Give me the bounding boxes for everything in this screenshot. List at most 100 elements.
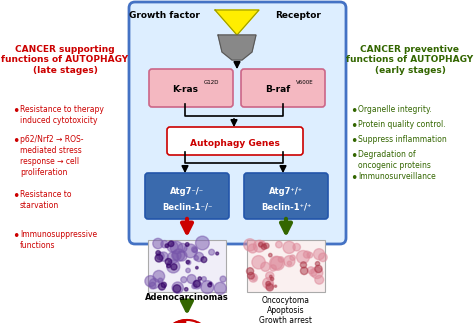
Circle shape (167, 264, 171, 268)
Circle shape (301, 262, 307, 268)
Circle shape (156, 252, 164, 260)
Circle shape (193, 280, 201, 289)
Circle shape (270, 275, 272, 278)
Circle shape (201, 281, 214, 294)
FancyBboxPatch shape (148, 240, 226, 292)
Text: CANCER preventive
functions of AUTOPHAGY
(early stages): CANCER preventive functions of AUTOPHAGY… (346, 45, 474, 75)
Circle shape (177, 251, 187, 261)
Text: Receptor: Receptor (275, 11, 321, 19)
Circle shape (159, 252, 168, 261)
Circle shape (293, 244, 301, 251)
Circle shape (158, 278, 163, 283)
Circle shape (269, 253, 272, 257)
Text: •: • (350, 150, 357, 163)
FancyBboxPatch shape (145, 173, 229, 219)
Text: •: • (350, 135, 357, 148)
Circle shape (201, 277, 206, 281)
Circle shape (244, 239, 256, 251)
FancyBboxPatch shape (167, 127, 303, 155)
Circle shape (178, 244, 187, 252)
Circle shape (161, 241, 168, 248)
Circle shape (214, 282, 226, 294)
Text: CANCER supporting
functions of AUTOPHAGY
(late stages): CANCER supporting functions of AUTOPHAGY… (1, 45, 128, 75)
Circle shape (191, 247, 197, 252)
Circle shape (270, 265, 276, 271)
Circle shape (198, 277, 201, 280)
Circle shape (270, 256, 283, 269)
Text: p62/Nrf2 → ROS-
mediated stress
response → cell
proliferation: p62/Nrf2 → ROS- mediated stress response… (20, 135, 83, 177)
Circle shape (216, 252, 219, 255)
Circle shape (186, 260, 190, 264)
Circle shape (259, 243, 263, 247)
Circle shape (208, 283, 212, 287)
Text: Beclin-1⁻/⁻: Beclin-1⁻/⁻ (162, 203, 212, 212)
Circle shape (284, 255, 295, 267)
Circle shape (266, 281, 271, 286)
Polygon shape (218, 35, 256, 60)
Circle shape (183, 244, 197, 258)
Circle shape (254, 240, 265, 252)
Circle shape (310, 269, 317, 276)
Circle shape (171, 264, 177, 270)
Circle shape (168, 241, 174, 246)
Circle shape (311, 267, 323, 279)
Text: K-ras: K-ras (172, 85, 198, 93)
Text: Immunosurveillance: Immunosurveillance (358, 172, 436, 181)
Text: Atg7⁻/⁻: Atg7⁻/⁻ (170, 186, 204, 195)
Circle shape (246, 268, 254, 275)
Circle shape (165, 258, 172, 265)
Circle shape (156, 251, 160, 255)
Text: •: • (350, 172, 357, 185)
FancyBboxPatch shape (244, 173, 328, 219)
Circle shape (184, 287, 188, 291)
Circle shape (201, 257, 207, 263)
Circle shape (155, 255, 163, 262)
Circle shape (192, 248, 197, 253)
Text: G12D: G12D (204, 80, 219, 86)
Circle shape (314, 249, 325, 260)
Circle shape (303, 251, 310, 258)
Circle shape (165, 244, 169, 247)
Circle shape (315, 265, 322, 273)
Circle shape (145, 276, 156, 287)
Text: •: • (12, 105, 19, 118)
Polygon shape (215, 10, 259, 35)
Circle shape (153, 238, 163, 249)
Circle shape (307, 252, 313, 258)
Circle shape (315, 262, 319, 266)
Text: •: • (350, 105, 357, 118)
Circle shape (173, 285, 181, 293)
Circle shape (209, 249, 215, 255)
Text: Apoptosis: Apoptosis (267, 306, 305, 315)
Circle shape (149, 278, 159, 288)
Circle shape (196, 266, 198, 269)
Circle shape (185, 243, 189, 246)
Text: Adenocarcinomas: Adenocarcinomas (145, 293, 229, 301)
Circle shape (196, 236, 209, 250)
Circle shape (193, 280, 201, 287)
Circle shape (153, 270, 164, 282)
Circle shape (194, 252, 204, 262)
Text: •: • (12, 230, 19, 243)
Circle shape (187, 260, 191, 265)
Text: Resistance to therapy
induced cytotoxicity: Resistance to therapy induced cytotoxici… (20, 105, 104, 125)
Polygon shape (162, 320, 187, 323)
Text: •: • (350, 120, 357, 133)
Circle shape (252, 276, 256, 280)
Circle shape (172, 282, 183, 293)
Circle shape (315, 275, 324, 284)
Circle shape (261, 244, 267, 250)
Circle shape (192, 284, 197, 289)
FancyBboxPatch shape (149, 69, 233, 107)
Circle shape (187, 275, 196, 284)
Text: •: • (12, 135, 19, 148)
Circle shape (278, 257, 284, 262)
Text: Degradation of
oncogenic proteins: Degradation of oncogenic proteins (358, 150, 431, 170)
Text: Organelle integrity.: Organelle integrity. (358, 105, 432, 114)
Circle shape (194, 255, 199, 260)
Circle shape (290, 255, 295, 260)
Text: Growth factor: Growth factor (129, 11, 200, 19)
Circle shape (271, 277, 274, 281)
FancyBboxPatch shape (241, 69, 325, 107)
Text: B-raf: B-raf (265, 85, 291, 93)
